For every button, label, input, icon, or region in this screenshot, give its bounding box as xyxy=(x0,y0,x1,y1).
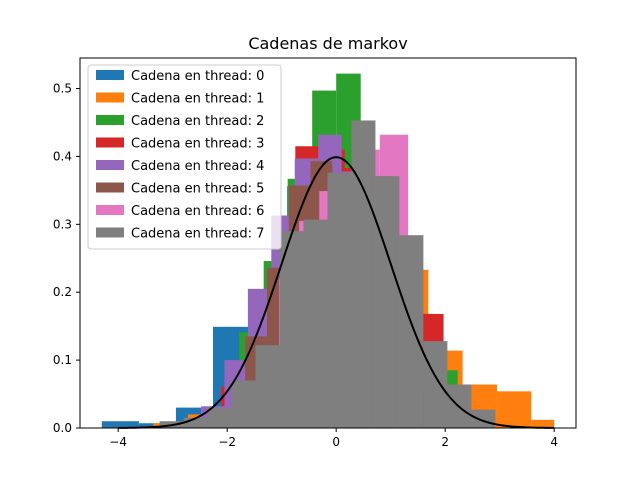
legend-swatch-4 xyxy=(96,160,124,170)
normal-pdf-curve xyxy=(118,156,555,429)
bar-series-7-bin-10 xyxy=(399,235,424,428)
bar-series-7-bin-5 xyxy=(279,231,304,428)
y-tick-label: 0.0 xyxy=(53,421,72,435)
legend-swatch-1 xyxy=(96,92,124,103)
legend-label-4: Cadena en thread: 4 xyxy=(131,159,264,174)
y-tick-label: 0.5 xyxy=(53,82,72,96)
bar-series-7-bin-4 xyxy=(255,345,280,428)
x-tick-label: −4 xyxy=(109,435,127,449)
legend-label-3: Cadena en thread: 3 xyxy=(131,137,264,152)
bar-series-7-bin-7 xyxy=(327,172,352,428)
bar-series-7-bin-3 xyxy=(231,380,256,428)
legend-swatch-2 xyxy=(96,115,124,125)
bar-series-1-bin-10 xyxy=(496,391,532,428)
bar-series-1-bin-11 xyxy=(531,419,555,428)
legend-swatch-7 xyxy=(96,227,124,238)
x-tick-label: 0 xyxy=(332,435,340,449)
legend-swatch-3 xyxy=(96,137,124,148)
x-tick-label: −2 xyxy=(218,435,236,449)
legend: Cadena en thread: 0 Cadena en thread: 1 Ca… xyxy=(87,64,282,250)
legend-label-6: Cadena en thread: 6 xyxy=(131,204,264,219)
y-tick-label: 0.3 xyxy=(53,217,72,231)
y-tick-label: 0.2 xyxy=(53,285,72,299)
bar-series-7-bin-8 xyxy=(351,120,376,429)
bar-series-7-bin-1 xyxy=(183,417,208,428)
bar-series-7-bin-6 xyxy=(303,219,328,428)
axes-frame xyxy=(79,57,577,429)
legend-box xyxy=(87,64,282,250)
legend-label-1: Cadena en thread: 1 xyxy=(131,92,264,107)
y-tick-label: 0.1 xyxy=(53,353,72,367)
x-tick-label: 2 xyxy=(441,435,449,449)
bar-series-0-bin-0 xyxy=(101,421,139,428)
x-tick-label: 4 xyxy=(550,435,558,449)
bar-series-7-bin-11 xyxy=(423,341,448,428)
legend-label-2: Cadena en thread: 2 xyxy=(131,114,264,129)
chart-title: Cadenas de markov xyxy=(248,34,407,53)
y-axis-ticks: 0.0 0.1 0.2 0.3 0.4 0.5 xyxy=(53,82,80,435)
bars-group xyxy=(101,73,555,429)
legend-label-5: Cadena en thread: 5 xyxy=(131,182,264,197)
legend-label-0: Cadena en thread: 0 xyxy=(131,69,264,84)
bar-series-7-bin-13 xyxy=(471,409,496,428)
bar-series-7-bin-9 xyxy=(375,176,400,428)
legend-swatch-6 xyxy=(96,205,124,215)
legend-swatch-5 xyxy=(96,182,124,193)
bar-series-7-bin-2 xyxy=(207,407,232,428)
legend-swatch-0 xyxy=(96,70,124,80)
y-tick-label: 0.4 xyxy=(53,149,72,163)
legend-label-7: Cadena en thread: 7 xyxy=(131,227,264,242)
x-axis-ticks: −4 −2 0 2 4 xyxy=(109,428,558,449)
